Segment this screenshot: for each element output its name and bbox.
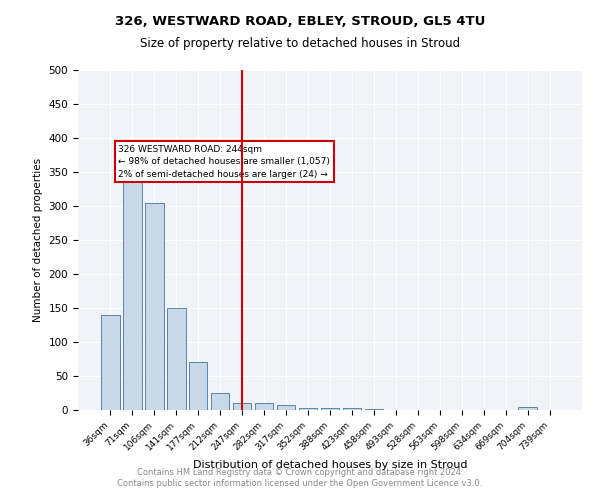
Bar <box>365 408 383 410</box>
Text: Contains HM Land Registry data © Crown copyright and database right 2024.
Contai: Contains HM Land Registry data © Crown c… <box>118 468 482 487</box>
Text: Size of property relative to detached houses in Stroud: Size of property relative to detached ho… <box>140 38 460 51</box>
Bar <box>189 362 208 410</box>
Bar <box>518 408 537 410</box>
X-axis label: Distribution of detached houses by size in Stroud: Distribution of detached houses by size … <box>193 460 467 470</box>
Bar <box>101 315 119 410</box>
Bar <box>233 403 251 410</box>
Bar <box>277 405 295 410</box>
Bar <box>343 408 361 410</box>
Bar <box>299 408 317 410</box>
Bar <box>145 202 164 410</box>
Bar <box>123 148 142 410</box>
Bar <box>255 403 274 410</box>
Bar <box>167 308 185 410</box>
Y-axis label: Number of detached properties: Number of detached properties <box>33 158 43 322</box>
Text: 326 WESTWARD ROAD: 244sqm
← 98% of detached houses are smaller (1,057)
2% of sem: 326 WESTWARD ROAD: 244sqm ← 98% of detac… <box>118 145 330 179</box>
Bar <box>211 393 229 410</box>
Bar <box>320 408 340 410</box>
Text: 326, WESTWARD ROAD, EBLEY, STROUD, GL5 4TU: 326, WESTWARD ROAD, EBLEY, STROUD, GL5 4… <box>115 15 485 28</box>
